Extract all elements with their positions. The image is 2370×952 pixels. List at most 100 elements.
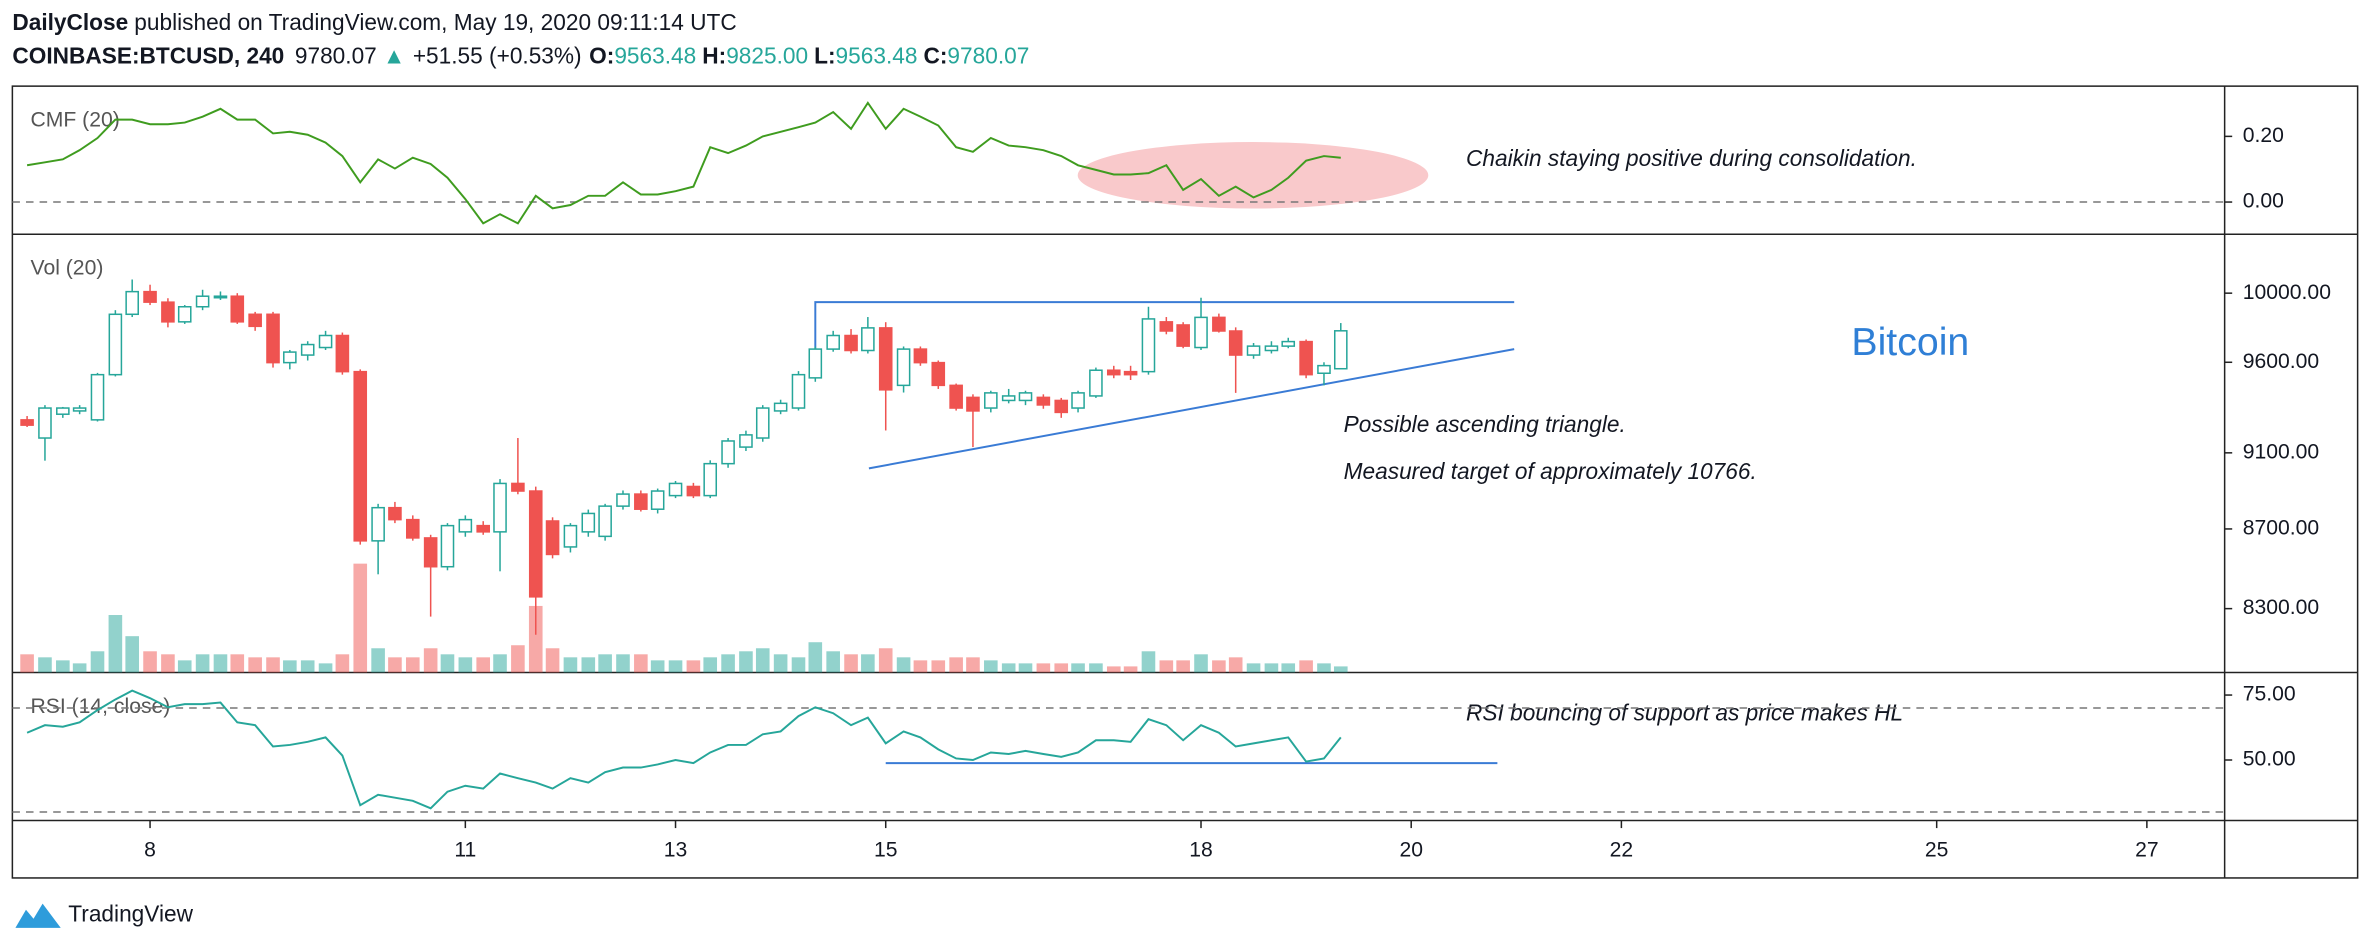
y-tick-label: 8700.00 bbox=[2243, 517, 2319, 540]
volume-bar bbox=[1054, 663, 1069, 673]
volume-bar bbox=[213, 654, 228, 673]
l-label: L: bbox=[814, 42, 835, 68]
candle-body bbox=[195, 295, 210, 308]
symbol: COINBASE:BTCUSD, 240 bbox=[12, 42, 284, 68]
candle-body bbox=[405, 518, 420, 539]
candle-body bbox=[283, 351, 297, 364]
candle-body bbox=[440, 524, 455, 568]
volume-bar bbox=[721, 654, 735, 673]
candle-body bbox=[318, 334, 333, 349]
volume-bar bbox=[1071, 663, 1085, 673]
y-tick-label: 0.20 bbox=[2243, 124, 2284, 147]
volume-bar bbox=[844, 654, 858, 673]
volume-bar bbox=[72, 663, 87, 673]
volume-bar bbox=[38, 657, 52, 673]
candle-body bbox=[861, 327, 875, 352]
candle-body bbox=[72, 407, 87, 412]
candle-body bbox=[493, 482, 507, 533]
published: published on TradingView.com, May 19, 20… bbox=[134, 9, 736, 35]
volume-bar bbox=[1212, 660, 1226, 673]
logo bbox=[15, 903, 61, 928]
volume-bar bbox=[563, 657, 578, 673]
x-tick-label: 27 bbox=[2135, 838, 2159, 861]
volume-bar bbox=[195, 654, 210, 673]
candle-body bbox=[949, 384, 963, 409]
candle-body bbox=[1123, 370, 1138, 376]
candle-body bbox=[38, 407, 52, 439]
volume-bar bbox=[1001, 663, 1016, 673]
candle-body bbox=[931, 361, 946, 387]
candle-body bbox=[1089, 369, 1103, 397]
candle-body bbox=[1054, 399, 1069, 414]
volume-bar bbox=[703, 657, 718, 673]
y-tick-label: 9600.00 bbox=[2243, 350, 2319, 373]
candle-body bbox=[808, 348, 823, 379]
o: 9563.48 bbox=[614, 42, 696, 68]
candle-body bbox=[913, 348, 928, 364]
x-tick-label: 15 bbox=[874, 838, 898, 861]
volume-bar bbox=[335, 654, 350, 673]
volume-bar bbox=[423, 648, 438, 673]
candle-body bbox=[108, 313, 123, 376]
annotation: Chaikin staying positive during consolid… bbox=[1466, 145, 1917, 171]
candle-body bbox=[213, 295, 228, 299]
candle-body bbox=[56, 407, 70, 415]
brand: TradingView bbox=[68, 901, 193, 927]
volume-bar bbox=[405, 657, 420, 673]
volume-bar bbox=[739, 651, 753, 673]
volume-bar bbox=[493, 654, 507, 673]
volume-bar bbox=[511, 645, 525, 673]
candle-body bbox=[1333, 330, 1348, 370]
candle-body bbox=[371, 506, 385, 542]
candle-body bbox=[125, 290, 139, 316]
candle-body bbox=[1141, 318, 1156, 373]
annotation: RSI bouncing of support as price makes H… bbox=[1466, 700, 1903, 726]
pane-title: CMF (20) bbox=[31, 108, 120, 131]
volume-bar bbox=[755, 648, 770, 673]
candle-body bbox=[984, 392, 998, 409]
volume-bar bbox=[440, 654, 455, 673]
volume-bar bbox=[1317, 663, 1331, 673]
candle-body bbox=[1106, 369, 1121, 376]
o-label: O: bbox=[589, 42, 614, 68]
annotation: Possible ascending triangle. bbox=[1344, 411, 1626, 437]
candle-body bbox=[773, 402, 788, 412]
y-tick-label: 10000.00 bbox=[2243, 281, 2331, 304]
volume-bar bbox=[248, 657, 262, 673]
volume-bar bbox=[598, 654, 612, 673]
candle-body bbox=[177, 306, 192, 323]
pane-title: Vol (20) bbox=[31, 257, 104, 280]
volume-bar bbox=[108, 615, 123, 673]
volume-bar bbox=[1018, 663, 1033, 673]
h-label: H: bbox=[702, 42, 726, 68]
y-tick-label: 50.00 bbox=[2243, 748, 2296, 771]
volume-bar bbox=[773, 654, 788, 673]
candle-body bbox=[1001, 395, 1016, 402]
volume-bar bbox=[686, 660, 701, 673]
h: 9825.00 bbox=[726, 42, 808, 68]
candle-body bbox=[545, 520, 560, 556]
volume-bar bbox=[1123, 666, 1138, 673]
volume-bar bbox=[966, 657, 980, 673]
volume-bar bbox=[1281, 663, 1296, 673]
price: 9780.07 bbox=[295, 42, 377, 68]
candle-body bbox=[896, 348, 911, 387]
trend-line bbox=[814, 301, 1515, 351]
candle-body bbox=[161, 301, 175, 323]
y-tick-label: 8300.00 bbox=[2243, 596, 2319, 619]
c-label: C: bbox=[924, 42, 948, 68]
candle-body bbox=[1018, 392, 1033, 402]
candle-body bbox=[335, 334, 350, 373]
candle-body bbox=[1212, 316, 1226, 332]
indicator-line bbox=[26, 101, 1341, 225]
candle-body bbox=[230, 295, 245, 323]
candle-body bbox=[511, 482, 525, 492]
volume-bar bbox=[300, 660, 315, 673]
candle-body bbox=[598, 505, 612, 538]
candle-body bbox=[563, 524, 578, 548]
y-tick-label: 75.00 bbox=[2243, 683, 2296, 706]
y-tick-label: 9100.00 bbox=[2243, 440, 2319, 463]
volume-bar bbox=[90, 651, 105, 673]
volume-bar bbox=[861, 654, 875, 673]
arrow: ▲ bbox=[383, 42, 405, 68]
